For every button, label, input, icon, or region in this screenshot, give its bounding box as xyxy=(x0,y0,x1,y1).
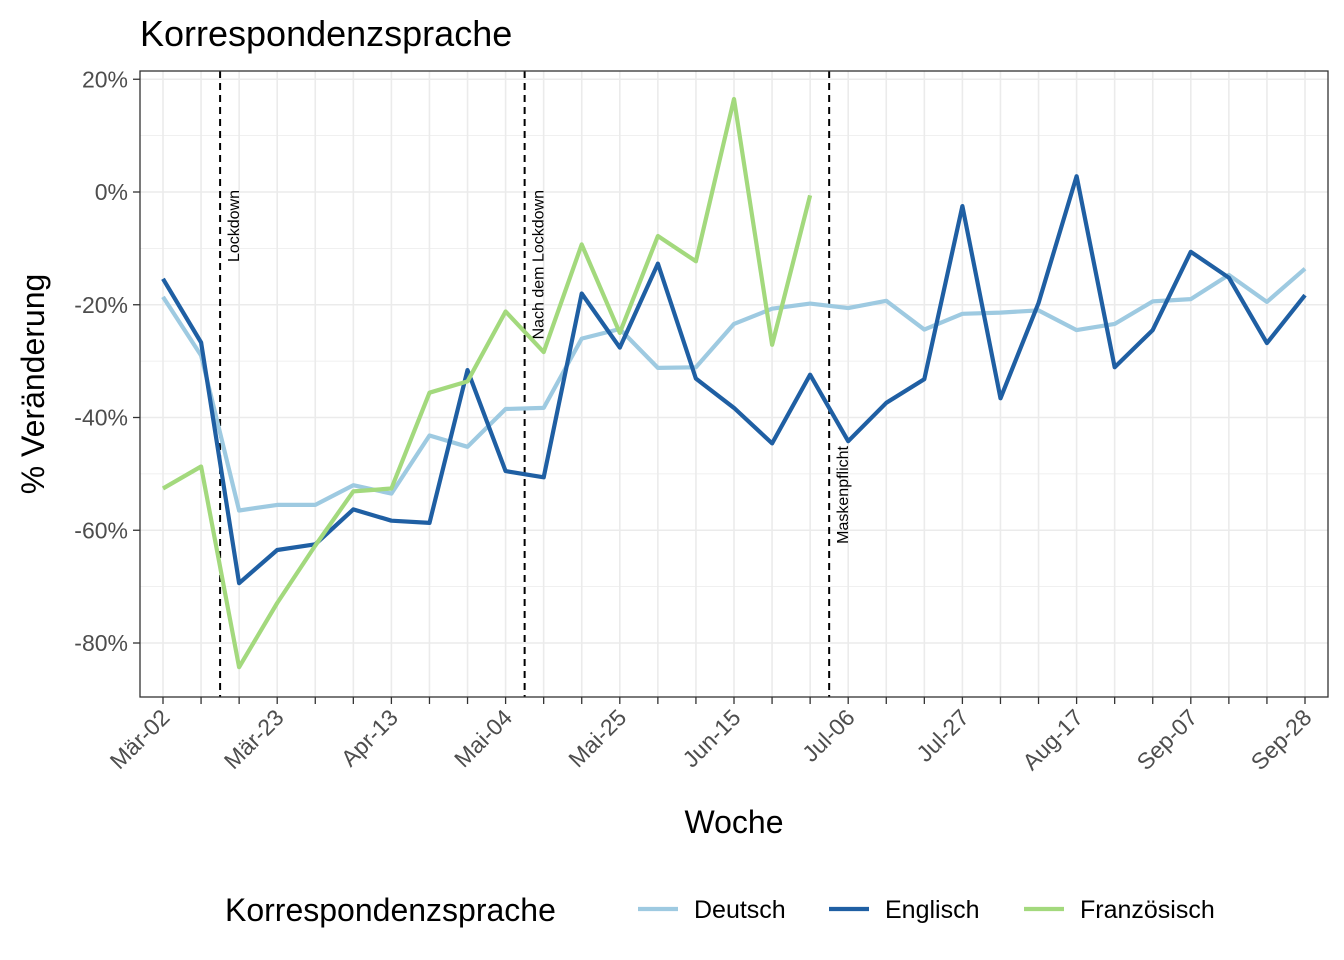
x-tick-label: Sep-07 xyxy=(1132,704,1203,775)
y-tick-label: -80% xyxy=(74,630,128,656)
y-tick-label: 0% xyxy=(95,179,128,205)
chart-title: Korrespondenzsprache xyxy=(140,13,512,54)
series-lines xyxy=(161,96,1307,670)
event-line-label: Nach dem Lockdown xyxy=(531,190,548,339)
y-tick-label: -20% xyxy=(74,292,128,318)
y-axis-title: % Veränderung xyxy=(15,274,51,495)
x-tick-label: Sep-28 xyxy=(1246,704,1317,775)
legend-label: Englisch xyxy=(885,896,980,924)
legend-label: Französisch xyxy=(1080,896,1215,924)
event-line-label: Lockdown xyxy=(226,190,243,262)
y-tick-label: 20% xyxy=(82,66,128,92)
x-tick-label: Mär-02 xyxy=(105,704,175,774)
legend: Korrespondenzsprache Deutsch Englisch Fran… xyxy=(225,892,1215,928)
event-lines: Lockdown Nach dem Lockdown Maskenpflicht xyxy=(219,71,852,697)
y-tick-label: -40% xyxy=(74,405,128,431)
event-line-label: Maskenpflicht xyxy=(835,445,852,543)
x-tick-label: Jun-15 xyxy=(677,704,745,772)
grid-lines xyxy=(140,71,1328,697)
x-tick-label: Jul-27 xyxy=(911,704,974,767)
x-tick-label: Mai-04 xyxy=(449,704,517,772)
series-line xyxy=(161,174,1307,586)
legend-title: Korrespondenzsprache xyxy=(225,892,556,928)
x-tick-label: Aug-17 xyxy=(1017,704,1088,775)
series-line xyxy=(161,267,1307,513)
y-tick-label: -60% xyxy=(74,517,128,543)
x-tick-label: Mär-23 xyxy=(219,704,289,774)
x-tick-label: Mai-25 xyxy=(563,704,631,772)
x-tick-label: Jul-06 xyxy=(797,704,860,767)
legend-label: Deutsch xyxy=(694,896,786,924)
series-line xyxy=(161,96,813,670)
x-axis-title: Woche xyxy=(684,804,783,840)
x-tick-label: Apr-13 xyxy=(336,704,403,771)
